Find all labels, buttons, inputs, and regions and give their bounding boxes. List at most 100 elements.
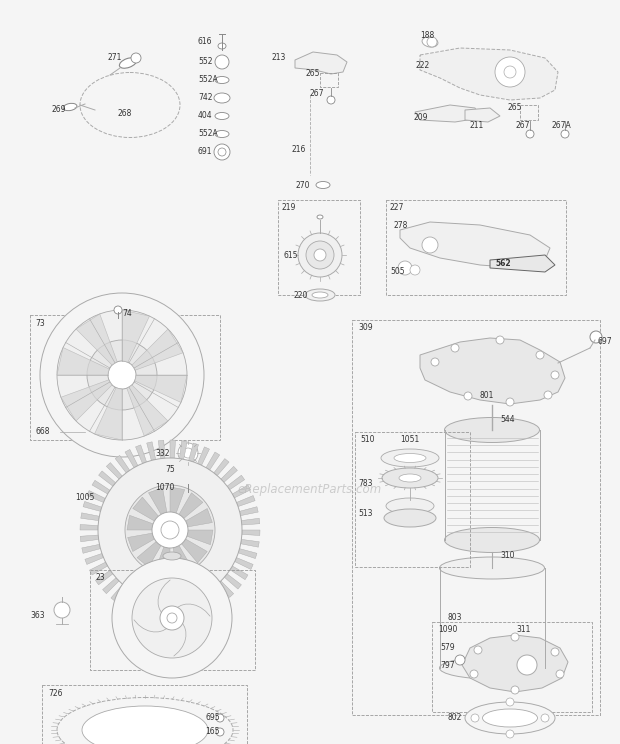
Polygon shape bbox=[92, 481, 110, 494]
Circle shape bbox=[216, 728, 224, 736]
Bar bbox=[520, 105, 538, 120]
Text: 579: 579 bbox=[440, 644, 454, 652]
Bar bbox=[278, 200, 360, 295]
Polygon shape bbox=[89, 562, 108, 575]
Circle shape bbox=[216, 714, 224, 722]
Circle shape bbox=[218, 148, 226, 156]
Polygon shape bbox=[137, 542, 161, 567]
Text: 270: 270 bbox=[295, 181, 309, 190]
Polygon shape bbox=[80, 535, 99, 542]
Text: 73: 73 bbox=[35, 318, 45, 327]
Polygon shape bbox=[227, 475, 245, 490]
Text: 783: 783 bbox=[358, 478, 373, 487]
Text: 801: 801 bbox=[480, 391, 494, 400]
Polygon shape bbox=[235, 557, 253, 569]
Polygon shape bbox=[170, 440, 175, 458]
Text: 269: 269 bbox=[52, 106, 66, 115]
Polygon shape bbox=[415, 105, 480, 122]
Polygon shape bbox=[153, 600, 161, 619]
Polygon shape bbox=[465, 108, 500, 122]
Text: 267: 267 bbox=[310, 89, 324, 97]
Ellipse shape bbox=[305, 289, 335, 301]
Ellipse shape bbox=[384, 509, 436, 527]
Circle shape bbox=[398, 261, 412, 275]
Polygon shape bbox=[87, 490, 105, 502]
Polygon shape bbox=[462, 635, 568, 692]
Text: 310: 310 bbox=[500, 551, 515, 559]
Circle shape bbox=[183, 448, 193, 458]
Ellipse shape bbox=[382, 468, 438, 488]
Polygon shape bbox=[170, 487, 185, 513]
Text: 1005: 1005 bbox=[75, 493, 94, 502]
Polygon shape bbox=[179, 493, 203, 519]
Text: 615: 615 bbox=[284, 251, 298, 260]
Text: 1070: 1070 bbox=[155, 483, 174, 492]
Circle shape bbox=[306, 241, 334, 269]
Circle shape bbox=[541, 714, 549, 722]
Polygon shape bbox=[80, 525, 98, 530]
Circle shape bbox=[455, 655, 465, 665]
Circle shape bbox=[160, 606, 184, 630]
Text: 23: 23 bbox=[95, 574, 105, 583]
Polygon shape bbox=[147, 442, 156, 461]
Circle shape bbox=[427, 37, 437, 47]
Ellipse shape bbox=[381, 449, 439, 467]
Ellipse shape bbox=[178, 466, 198, 474]
Text: 309: 309 bbox=[358, 324, 373, 333]
Polygon shape bbox=[132, 329, 183, 371]
Text: 695: 695 bbox=[205, 713, 219, 722]
Text: 268: 268 bbox=[118, 109, 133, 118]
Text: 332: 332 bbox=[155, 449, 169, 458]
Text: 222: 222 bbox=[415, 60, 429, 69]
Ellipse shape bbox=[214, 93, 230, 103]
Polygon shape bbox=[188, 443, 198, 462]
Polygon shape bbox=[85, 554, 104, 565]
Circle shape bbox=[544, 391, 552, 399]
Circle shape bbox=[590, 331, 602, 343]
Polygon shape bbox=[122, 310, 149, 362]
Ellipse shape bbox=[82, 706, 208, 744]
Circle shape bbox=[114, 306, 122, 314]
Polygon shape bbox=[179, 440, 187, 459]
Polygon shape bbox=[95, 570, 113, 585]
Polygon shape bbox=[102, 577, 119, 594]
Polygon shape bbox=[131, 594, 143, 613]
Bar bbox=[386, 200, 566, 295]
Circle shape bbox=[131, 53, 141, 63]
Ellipse shape bbox=[440, 657, 544, 679]
Polygon shape bbox=[99, 471, 116, 486]
Text: 267A: 267A bbox=[552, 121, 572, 130]
Circle shape bbox=[57, 310, 187, 440]
Circle shape bbox=[506, 730, 514, 738]
Circle shape bbox=[474, 646, 482, 654]
Text: 552: 552 bbox=[198, 57, 213, 66]
Text: 75: 75 bbox=[165, 466, 175, 475]
Ellipse shape bbox=[218, 43, 226, 49]
Circle shape bbox=[511, 633, 519, 641]
Polygon shape bbox=[57, 347, 109, 375]
Polygon shape bbox=[141, 598, 151, 617]
Polygon shape bbox=[420, 338, 565, 404]
Polygon shape bbox=[230, 566, 248, 580]
Circle shape bbox=[184, 479, 192, 487]
Polygon shape bbox=[193, 597, 205, 615]
Polygon shape bbox=[149, 487, 167, 514]
Text: 697: 697 bbox=[598, 338, 613, 347]
Bar bbox=[30, 315, 220, 440]
Polygon shape bbox=[94, 388, 122, 440]
Text: 691: 691 bbox=[198, 147, 213, 156]
Text: 510: 510 bbox=[360, 435, 374, 444]
Text: eReplacementParts.com: eReplacementParts.com bbox=[238, 484, 382, 496]
Circle shape bbox=[214, 144, 230, 160]
Text: 311: 311 bbox=[516, 626, 530, 635]
Polygon shape bbox=[133, 497, 159, 521]
Text: 271: 271 bbox=[107, 54, 122, 62]
Circle shape bbox=[314, 249, 326, 261]
Ellipse shape bbox=[312, 292, 328, 298]
Circle shape bbox=[526, 130, 534, 138]
Text: 165: 165 bbox=[205, 728, 219, 737]
Text: 552A: 552A bbox=[198, 75, 218, 85]
Text: 74: 74 bbox=[122, 309, 131, 318]
Ellipse shape bbox=[317, 215, 323, 219]
Polygon shape bbox=[238, 548, 257, 559]
